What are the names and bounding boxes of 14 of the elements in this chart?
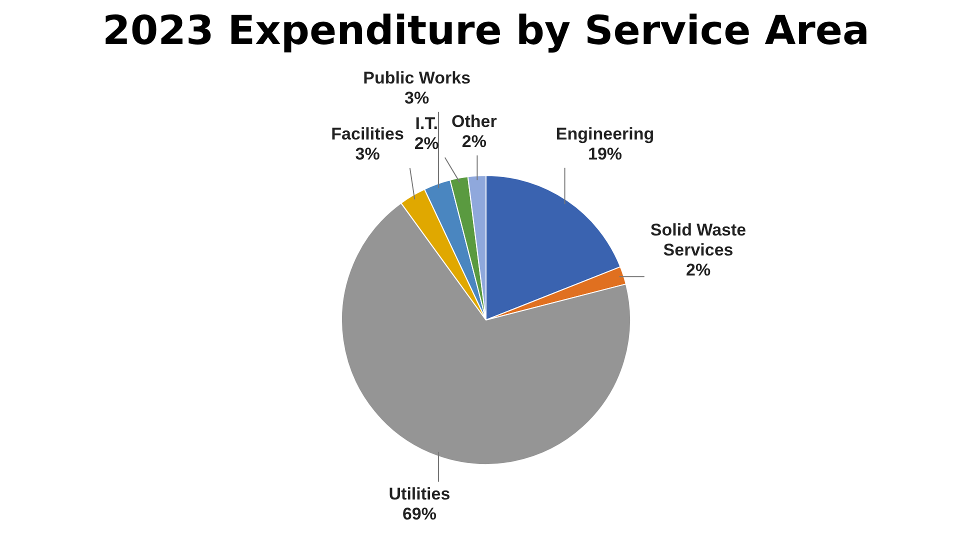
chart-title: 2023 Expenditure by Service Area (102, 8, 870, 54)
data-label: 2% (462, 132, 486, 152)
slice-label: Facilities (331, 124, 404, 144)
slice-label: Public Works (363, 68, 471, 88)
data-label: 3% (404, 88, 430, 108)
data-label: 3% (355, 144, 380, 164)
slice-label: Engineering (556, 124, 654, 144)
data-label: 19% (588, 144, 622, 164)
data-label: 2% (686, 260, 711, 280)
slice-label: Utilities (388, 484, 450, 504)
slice-label: Solid Waste Services (650, 220, 746, 260)
slice-label: Other (452, 112, 498, 132)
data-label: 69% (402, 504, 436, 524)
slice-label: I.T. (415, 114, 438, 134)
